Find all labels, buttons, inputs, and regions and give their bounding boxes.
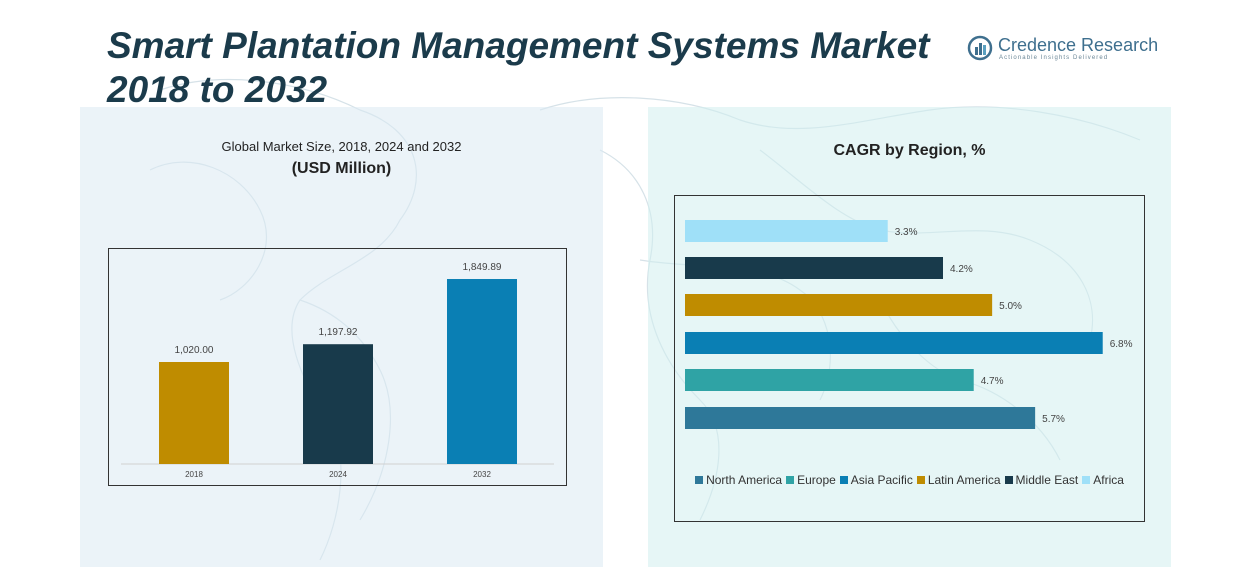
legend-swatch-north-america [695,476,704,484]
bar-value-label-2018: 1,020.00 [175,345,214,356]
market-size-bar-chart: 1,020.00 2018 1,197.92 2024 1,849.89 2032 [121,262,554,479]
legend-label-north-america: North America [706,473,783,487]
legend-label-asia-pacific: Asia Pacific [850,473,913,487]
cagr-subtitle: CAGR by Region, % [833,142,986,159]
x-tick-label-2024: 2024 [329,470,347,479]
bar-value-label-africa: 3.3% [895,227,918,238]
cagr-panel: CAGR by Region, % 3.3% 4.2% 5.0% 6.8% 4.7% 5.… [648,107,1171,567]
logo-tagline: Actionable Insights Delivered [999,55,1109,61]
market-size-unit: (USD Million) [291,160,392,177]
logo-name-part1: Credence [998,35,1077,55]
bar-value-label-2032: 1,849.89 [463,262,502,273]
bar-value-label-middle-east: 4.2% [950,264,973,275]
cagr-chart-frame: 3.3% 4.2% 5.0% 6.8% 4.7% 5.7% North America Eu… [674,195,1145,522]
bar-north-america [685,407,1036,429]
bar-2032 [447,279,517,464]
legend-swatch-latin-america [916,476,925,484]
legend-swatch-europe [786,476,795,484]
bar-latin-america [685,294,993,316]
legend-swatch-asia-pacific [839,476,848,484]
bar-2024 [303,344,373,464]
legend-item-latin-america: Latin America [916,473,1001,487]
legend-item-middle-east: Middle East [1004,473,1079,487]
legend-label-latin-america: Latin America [927,473,1001,487]
legend-label-europe: Europe [797,473,836,487]
cagr-horizontal-bar-chart: 3.3% 4.2% 5.0% 6.8% 4.7% 5.7% [685,220,1133,429]
bar-2018 [159,362,229,464]
market-size-subtitle: Global Market Size, 2018, 2024 and 2032 [221,139,462,154]
market-size-chart-frame: 1,020.00 2018 1,197.92 2024 1,849.89 2032 [108,248,567,486]
bar-middle-east [685,257,943,279]
legend-item-europe: Europe [786,473,836,487]
x-tick-label-2018: 2018 [185,470,203,479]
logo-name: Credence Research [998,35,1158,56]
cagr-legend: North America Europe Asia Pacific Latin Ame… [675,473,1144,487]
logo-name-part2: Research [1076,35,1159,55]
bar-value-label-europe: 4.7% [981,376,1004,387]
page-title: Smart Plantation Management Systems Mark… [107,24,947,112]
legend-item-asia-pacific: Asia Pacific [839,473,913,487]
bar-asia-pacific [685,332,1103,354]
bar-value-label-north-america: 5.7% [1042,414,1065,425]
bar-value-label-asia-pacific: 6.8% [1110,339,1133,350]
bar-europe [685,369,974,391]
bar-value-label-2024: 1,197.92 [319,327,358,338]
bar-africa [685,220,888,242]
credence-research-logo: Credence Research Actionable Insights De… [966,32,1158,68]
title-line-2: 2018 to 2032 [107,69,328,110]
title-line-1: Smart Plantation Management Systems Mark… [107,25,930,66]
bar-value-label-latin-america: 5.0% [999,301,1022,312]
legend-label-africa: Africa [1093,473,1124,487]
legend-item-africa: Africa [1082,473,1124,487]
logo-mark-icon [967,35,993,61]
market-size-panel: Global Market Size, 2018, 2024 and 2032 … [80,107,603,567]
legend-swatch-middle-east [1004,476,1013,484]
legend-label-middle-east: Middle East [1015,473,1079,487]
legend-item-north-america: North America [695,473,782,487]
legend-swatch-africa [1082,476,1091,484]
x-tick-label-2032: 2032 [473,470,491,479]
